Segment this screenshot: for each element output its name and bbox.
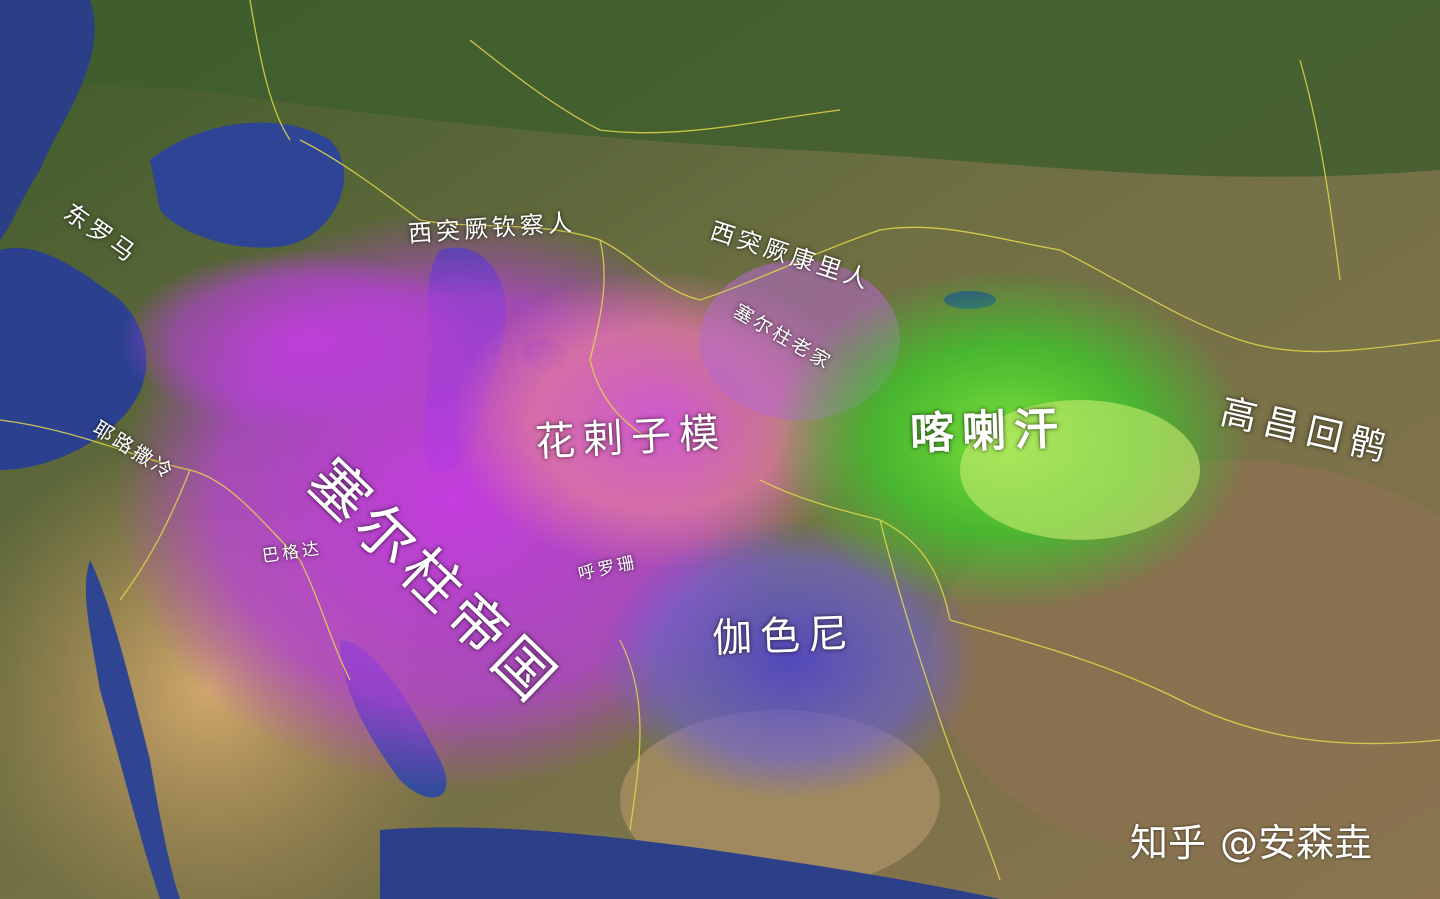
label-kara-khanid: 喀喇汗 xyxy=(909,403,1067,460)
watermark: 知乎 @安森垚 xyxy=(1130,812,1386,867)
label-khwarazm: 花剌子模 xyxy=(534,409,729,466)
watermark-platform: 知乎 xyxy=(1130,821,1207,865)
watermark-author: @安森垚 xyxy=(1220,821,1373,865)
label-ghazni: 伽色尼 xyxy=(711,610,857,662)
